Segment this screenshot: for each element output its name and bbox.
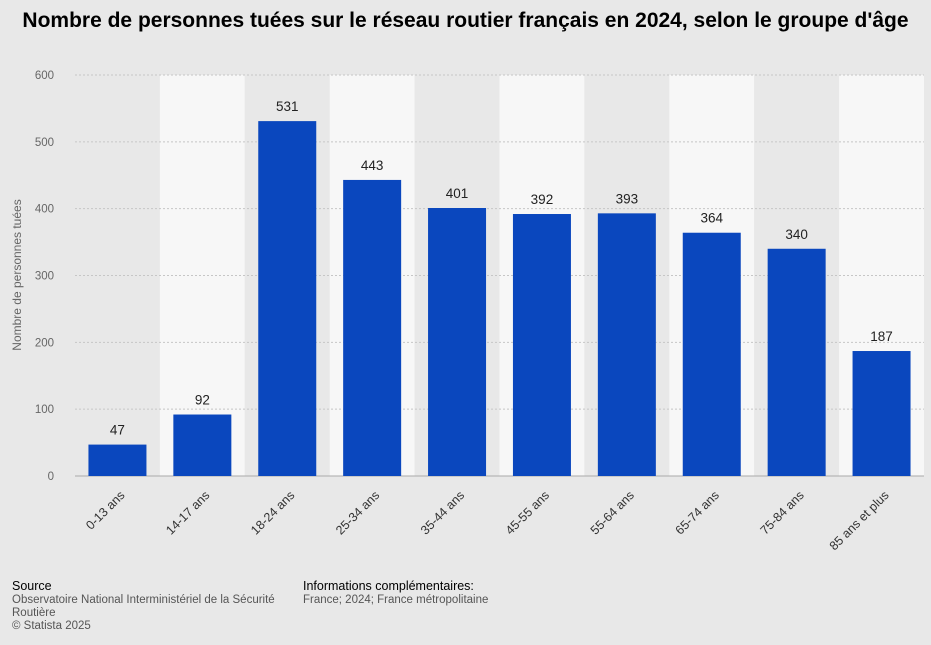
- x-tick-label: 35-44 ans: [418, 488, 467, 537]
- bar[interactable]: [767, 248, 826, 476]
- x-tick-label: 85 ans et plus: [827, 488, 892, 553]
- bars: [88, 121, 911, 477]
- x-tick-label: 25-34 ans: [333, 488, 382, 537]
- data-label: 364: [700, 211, 723, 226]
- y-tick-label: 100: [35, 404, 54, 416]
- y-tick-label: 600: [35, 70, 54, 82]
- x-tick-label: 55-64 ans: [588, 488, 637, 537]
- x-axis: 0-13 ans 14-17 ans 18-24 ans 25-34 ans 35-44…: [83, 488, 891, 553]
- bar[interactable]: [852, 351, 911, 476]
- data-label: 443: [361, 158, 384, 173]
- data-label: 92: [195, 393, 210, 408]
- bar[interactable]: [343, 179, 402, 476]
- bar[interactable]: [173, 414, 232, 476]
- source-heading: Source: [12, 579, 52, 593]
- bar[interactable]: [682, 232, 741, 476]
- x-tick-label: 14-17 ans: [163, 488, 212, 537]
- column-band: [159, 75, 245, 476]
- data-label: 47: [110, 423, 125, 438]
- footer-info: Informations complémentaires: France; 20…: [303, 579, 488, 607]
- y-tick-label: 200: [35, 337, 54, 349]
- info-heading: Informations complémentaires:: [303, 579, 474, 593]
- y-axis-label: Nombre de personnes tuées: [10, 199, 24, 350]
- chart-title: Nombre de personnes tuées sur le réseau …: [22, 9, 909, 32]
- bar[interactable]: [428, 207, 487, 476]
- x-tick-label: 18-24 ans: [248, 488, 297, 537]
- x-tick-label: 65-74 ans: [673, 488, 722, 537]
- x-tick-label: 45-55 ans: [503, 488, 552, 537]
- y-tick-label: 400: [35, 204, 54, 216]
- y-tick-label: 0: [48, 471, 54, 483]
- source-line: Observatoire National Interministériel d…: [12, 594, 275, 606]
- x-tick-label: 75-84 ans: [758, 488, 807, 537]
- data-label: 187: [870, 329, 893, 344]
- bar[interactable]: [88, 444, 147, 476]
- data-label: 393: [616, 191, 639, 206]
- y-axis: 0 100 200 300 400 500 600: [35, 70, 54, 483]
- bar[interactable]: [597, 213, 656, 476]
- source-line: Routière: [12, 607, 56, 619]
- bar[interactable]: [258, 121, 317, 477]
- data-label: 531: [276, 99, 299, 114]
- y-tick-label: 300: [35, 271, 54, 283]
- data-label: 340: [785, 227, 808, 242]
- y-tick-label: 500: [35, 137, 54, 149]
- bar[interactable]: [512, 214, 571, 476]
- data-label: 401: [446, 186, 469, 201]
- data-labels: 47 92 531 443 401 392 393 364 340 187: [110, 99, 893, 437]
- column-band: [75, 75, 160, 476]
- x-tick-label: 0-13 ans: [83, 488, 127, 532]
- footer-source: Source Observatoire National Interminist…: [12, 579, 275, 633]
- copyright: © Statista 2025: [12, 620, 91, 632]
- data-label: 392: [531, 192, 554, 207]
- info-text: France; 2024; France métropolitaine: [303, 594, 489, 606]
